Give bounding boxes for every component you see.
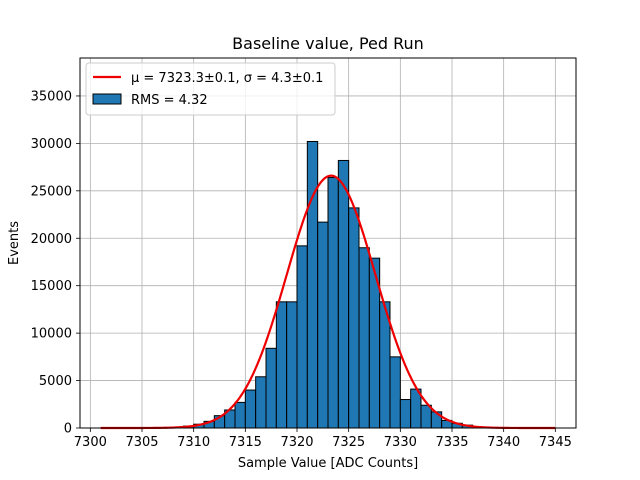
y-tick-label: 30000 bbox=[31, 137, 72, 152]
x-tick-label: 7300 bbox=[74, 435, 107, 450]
x-tick-label: 7335 bbox=[435, 435, 468, 450]
x-tick-label: 7320 bbox=[280, 435, 313, 450]
histogram-bar bbox=[399, 399, 412, 429]
histogram-bar bbox=[306, 140, 319, 429]
x-tick-label: 7315 bbox=[229, 435, 262, 450]
x-tick-label: 7345 bbox=[539, 435, 572, 450]
y-axis-ticks: 0 5000 10000 15000 20000 25000 30000 35000 bbox=[31, 89, 80, 437]
x-axis-label: Sample Value [ADC Counts] bbox=[238, 456, 418, 471]
histogram-bar bbox=[255, 376, 267, 429]
y-tick-label: 25000 bbox=[31, 184, 72, 199]
x-tick-label: 7340 bbox=[487, 435, 520, 450]
y-tick-label: 15000 bbox=[31, 279, 72, 294]
legend-histogram-label: RMS = 4.32 bbox=[131, 93, 208, 108]
x-axis-ticks: 7300 7305 7310 7315 7320 7325 7330 7335 7340 7345 bbox=[74, 428, 572, 450]
histogram-bar bbox=[265, 347, 277, 429]
histogram-bar bbox=[358, 247, 370, 429]
histogram-bar bbox=[275, 301, 288, 429]
plot-frame bbox=[79, 57, 577, 429]
histogram-bar bbox=[337, 159, 350, 429]
x-tick-label: 7305 bbox=[125, 435, 158, 450]
x-tick-label: 7310 bbox=[177, 435, 210, 450]
fit-curve-layer bbox=[100, 174, 556, 430]
legend: μ = 7323.3±0.1, σ = 4.3±0.1 RMS = 4.32 bbox=[85, 62, 336, 116]
legend-fit-label: μ = 7323.3±0.1, σ = 4.3±0.1 bbox=[131, 71, 323, 86]
histogram-bar bbox=[234, 401, 246, 429]
y-tick-label: 0 bbox=[64, 422, 72, 437]
y-tick-label: 35000 bbox=[31, 89, 72, 104]
histogram-bar bbox=[244, 389, 257, 429]
y-axis-label: Events bbox=[7, 221, 22, 265]
histogram-bar bbox=[327, 177, 339, 429]
legend-histogram-swatch bbox=[92, 93, 122, 105]
histogram-bar bbox=[348, 207, 360, 429]
histogram-bar bbox=[420, 404, 432, 429]
legend-box bbox=[85, 62, 336, 116]
x-tick-label: 7330 bbox=[384, 435, 417, 450]
y-tick-label: 20000 bbox=[31, 232, 72, 247]
histogram-bar bbox=[286, 301, 298, 429]
histogram-bar bbox=[296, 245, 308, 429]
gaussian-fit-curve bbox=[100, 174, 556, 430]
y-tick-label: 10000 bbox=[31, 327, 72, 342]
chart-title: Baseline value, Ped Run bbox=[232, 34, 424, 53]
x-tick-label: 7325 bbox=[332, 435, 365, 450]
histogram-bar bbox=[317, 221, 329, 429]
histogram-bar bbox=[389, 356, 401, 429]
y-tick-label: 5000 bbox=[39, 374, 72, 389]
